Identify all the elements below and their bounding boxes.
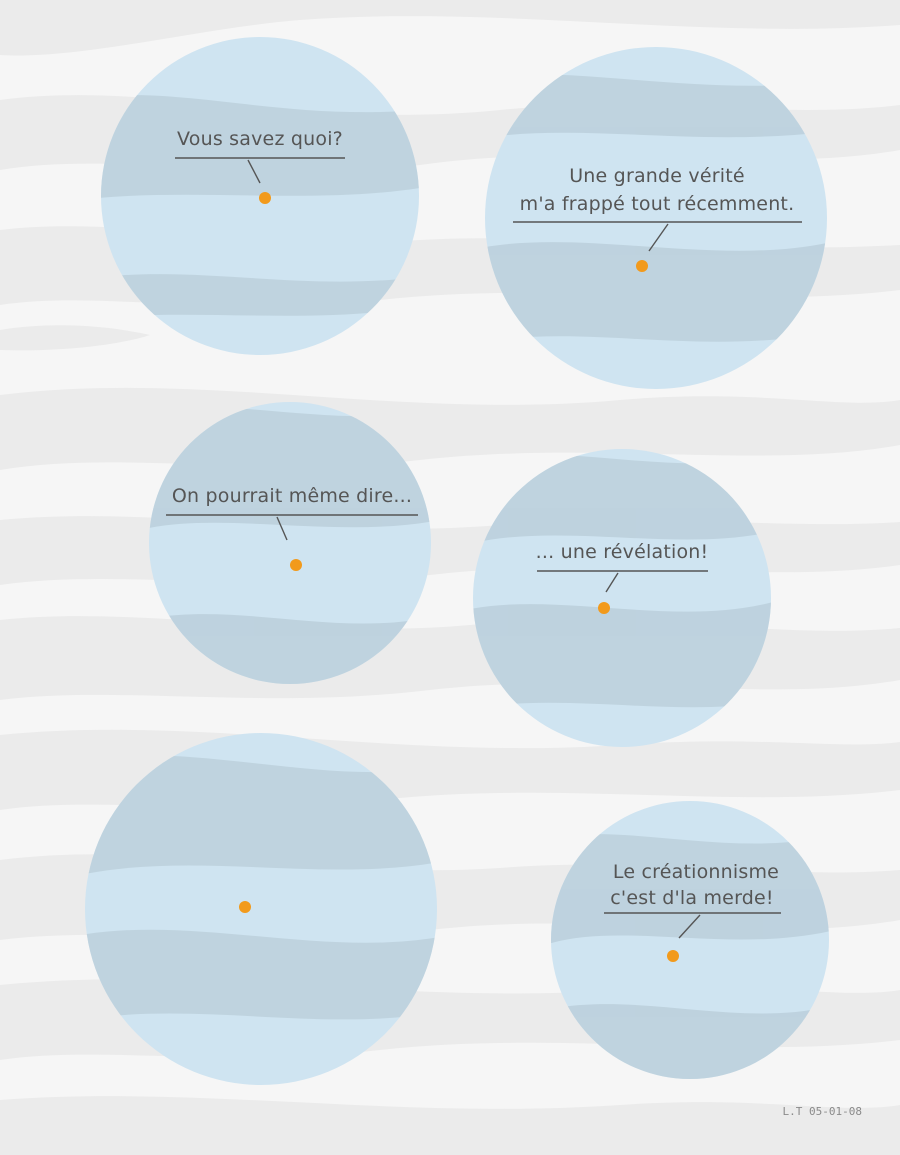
panel-6-line-1: Le créationnisme — [613, 861, 779, 883]
panel-1-line-1: Vous savez quoi? — [177, 128, 343, 150]
speaker-dots — [239, 192, 679, 962]
panel-2-line-2: m'a frappé tout récemment. — [520, 193, 795, 215]
planet-2 — [485, 47, 827, 389]
panel-2-line-1: Une grande vérité — [569, 165, 745, 187]
signature: L.T 05-01-08 — [783, 1105, 862, 1118]
panel-4-line-1: ... une révélation! — [536, 541, 709, 563]
planet-5 — [85, 733, 437, 1085]
speech-lines — [166, 157, 802, 939]
planet-1 — [101, 37, 419, 355]
speaker-dot-5 — [239, 901, 251, 913]
speaker-dot-1 — [259, 192, 271, 204]
panel-6-line-2: c'est d'la merde! — [610, 887, 773, 909]
panel-3-line-1: On pourrait même dire... — [172, 485, 412, 507]
dialogue: Vous savez quoi? Une grande vérité m'a f… — [172, 128, 794, 909]
speaker-dot-2 — [636, 260, 648, 272]
speaker-dot-6 — [667, 950, 679, 962]
speaker-dot-4 — [598, 602, 610, 614]
speaker-dot-3 — [290, 559, 302, 571]
planet-3 — [149, 402, 431, 684]
planet-4 — [473, 449, 771, 747]
planet-6 — [551, 801, 829, 1079]
